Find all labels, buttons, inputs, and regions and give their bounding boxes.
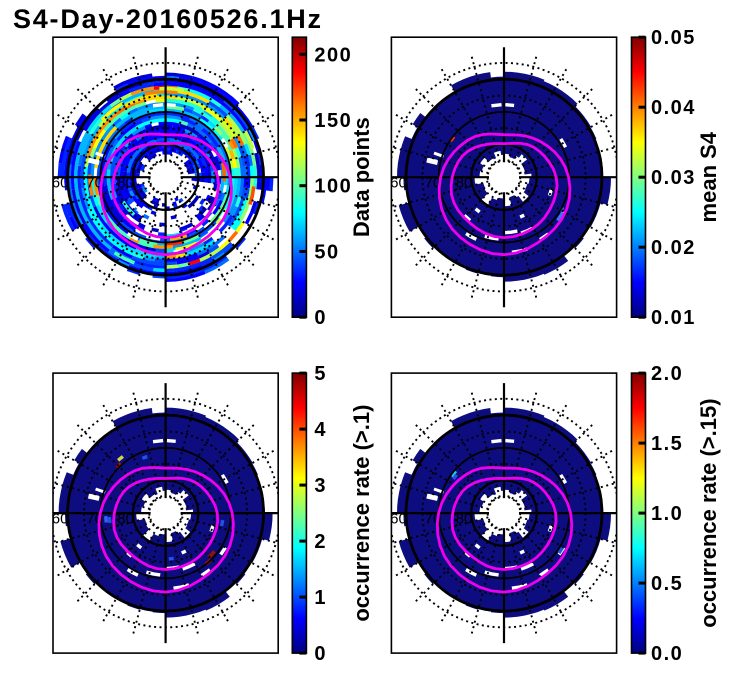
svg-text:0.5: 0.5 <box>651 573 683 595</box>
svg-text:1.0: 1.0 <box>651 503 683 525</box>
svg-text:60: 60 <box>52 511 69 528</box>
svg-text:0.05: 0.05 <box>651 27 696 49</box>
svg-text:80: 80 <box>456 511 473 528</box>
svg-text:80: 80 <box>117 511 134 528</box>
svg-text:3: 3 <box>314 475 327 497</box>
svg-text:occurrence rate (>.15): occurrence rate (>.15) <box>696 398 721 627</box>
svg-text:200: 200 <box>314 44 352 66</box>
svg-text:100: 100 <box>314 176 352 198</box>
svg-text:2: 2 <box>314 531 327 553</box>
svg-text:80: 80 <box>117 175 134 192</box>
svg-text:0.01: 0.01 <box>651 307 696 329</box>
svg-text:Data points: Data points <box>349 117 374 237</box>
svg-text:60: 60 <box>390 511 407 528</box>
svg-text:4: 4 <box>314 419 327 441</box>
svg-text:0.03: 0.03 <box>651 167 696 189</box>
svg-text:5: 5 <box>314 363 327 385</box>
svg-text:50: 50 <box>314 242 339 264</box>
svg-text:80: 80 <box>456 175 473 192</box>
svg-text:2.0: 2.0 <box>651 363 683 385</box>
svg-text:0.0: 0.0 <box>651 643 683 665</box>
svg-text:0: 0 <box>314 307 327 329</box>
svg-text:occurrence rate (>.1): occurrence rate (>.1) <box>349 405 374 622</box>
svg-text:70: 70 <box>425 175 442 192</box>
svg-text:150: 150 <box>314 110 352 132</box>
svg-text:60: 60 <box>52 175 69 192</box>
svg-text:1: 1 <box>314 587 327 609</box>
svg-text:0: 0 <box>314 643 327 665</box>
svg-text:0.02: 0.02 <box>651 237 696 259</box>
svg-text:0.04: 0.04 <box>651 97 696 119</box>
svg-text:S4-Day-20160526.1Hz: S4-Day-20160526.1Hz <box>13 4 321 34</box>
svg-text:60: 60 <box>390 175 407 192</box>
svg-text:mean S4: mean S4 <box>696 131 721 222</box>
svg-text:1.5: 1.5 <box>651 433 683 455</box>
svg-text:70: 70 <box>86 175 103 192</box>
